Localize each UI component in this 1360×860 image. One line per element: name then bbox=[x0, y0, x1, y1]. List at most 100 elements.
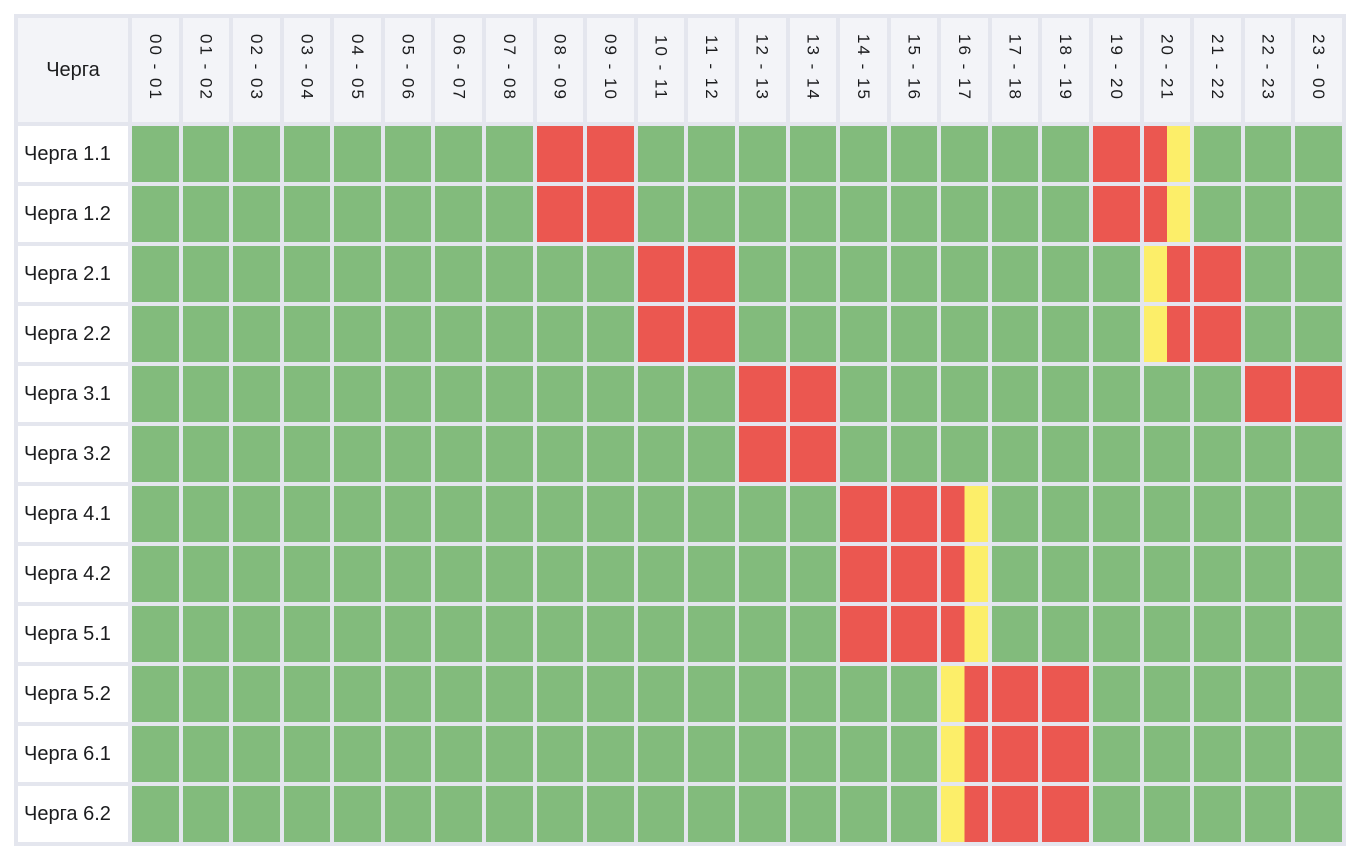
schedule-cell bbox=[1143, 726, 1191, 782]
schedule-cell bbox=[536, 246, 584, 302]
schedule-cell bbox=[789, 726, 837, 782]
schedule-cell bbox=[486, 546, 533, 602]
schedule-cell bbox=[890, 666, 938, 722]
time-slot-header: 20 - 21 bbox=[1143, 18, 1191, 122]
schedule-cell bbox=[182, 126, 230, 182]
time-slot-label: 10 - 11 bbox=[651, 34, 671, 101]
schedule-cell bbox=[1194, 186, 1241, 242]
time-slot-label: 05 - 06 bbox=[398, 34, 418, 101]
schedule-cell bbox=[738, 546, 786, 602]
schedule-cell bbox=[637, 426, 685, 482]
schedule-cell bbox=[384, 186, 432, 242]
time-slot-label: 14 - 15 bbox=[853, 34, 873, 101]
table-row: Черга 2.1 bbox=[18, 246, 1342, 302]
schedule-cell bbox=[941, 606, 988, 662]
schedule-cell bbox=[233, 426, 280, 482]
time-slot-header: 02 - 03 bbox=[233, 18, 280, 122]
time-slot-label: 20 - 21 bbox=[1157, 34, 1177, 101]
time-slot-header: 21 - 22 bbox=[1194, 18, 1241, 122]
schedule-cell bbox=[233, 186, 280, 242]
schedule-cell bbox=[587, 186, 634, 242]
schedule-cell bbox=[1194, 546, 1241, 602]
schedule-cell bbox=[1143, 426, 1191, 482]
schedule-cell bbox=[132, 666, 179, 722]
time-slot-label: 08 - 09 bbox=[550, 34, 570, 101]
schedule-cell bbox=[182, 606, 230, 662]
schedule-cell bbox=[182, 666, 230, 722]
schedule-cell bbox=[384, 786, 432, 842]
queue-row-label: Черга 4.1 bbox=[18, 486, 128, 542]
schedule-cell bbox=[1244, 726, 1292, 782]
schedule-cell bbox=[1194, 306, 1241, 362]
schedule-cell bbox=[1143, 486, 1191, 542]
schedule-cell bbox=[486, 246, 533, 302]
time-slot-label: 16 - 17 bbox=[955, 34, 975, 101]
schedule-cell bbox=[941, 786, 988, 842]
schedule-cell bbox=[1194, 246, 1241, 302]
schedule-cell bbox=[384, 546, 432, 602]
schedule-cell bbox=[283, 366, 331, 422]
schedule-cell bbox=[991, 306, 1039, 362]
schedule-cell bbox=[637, 126, 685, 182]
schedule-cell bbox=[890, 606, 938, 662]
schedule-cell bbox=[1042, 246, 1089, 302]
schedule-cell bbox=[233, 306, 280, 362]
schedule-cell bbox=[789, 246, 837, 302]
schedule-cell bbox=[840, 366, 887, 422]
schedule-cell bbox=[991, 126, 1039, 182]
time-slot-header: 17 - 18 bbox=[991, 18, 1039, 122]
time-slot-header: 00 - 01 bbox=[132, 18, 179, 122]
schedule-cell bbox=[283, 606, 331, 662]
time-slot-header: 08 - 09 bbox=[536, 18, 584, 122]
schedule-cell bbox=[1295, 606, 1342, 662]
time-slot-header: 01 - 02 bbox=[182, 18, 230, 122]
schedule-cell bbox=[941, 366, 988, 422]
schedule-cell bbox=[1295, 246, 1342, 302]
queue-row-label: Черга 6.2 bbox=[18, 786, 128, 842]
schedule-cell bbox=[1194, 606, 1241, 662]
schedule-cell bbox=[1143, 186, 1191, 242]
schedule-cell bbox=[991, 486, 1039, 542]
schedule-cell bbox=[1295, 306, 1342, 362]
schedule-cell bbox=[132, 186, 179, 242]
schedule-cell bbox=[1042, 666, 1089, 722]
schedule-cell bbox=[941, 546, 988, 602]
schedule-cell bbox=[1244, 306, 1292, 362]
schedule-cell bbox=[486, 306, 533, 362]
schedule-cell bbox=[587, 786, 634, 842]
table-row: Черга 6.1 bbox=[18, 726, 1342, 782]
schedule-cell bbox=[1092, 546, 1140, 602]
schedule-cell bbox=[1194, 786, 1241, 842]
schedule-cell bbox=[890, 546, 938, 602]
schedule-cell bbox=[941, 306, 988, 362]
time-slot-label: 03 - 04 bbox=[297, 34, 317, 101]
schedule-cell bbox=[132, 126, 179, 182]
schedule-cell bbox=[738, 246, 786, 302]
schedule-cell bbox=[587, 486, 634, 542]
schedule-cell bbox=[789, 666, 837, 722]
schedule-cell bbox=[1244, 786, 1292, 842]
queue-row-label: Черга 3.2 bbox=[18, 426, 128, 482]
schedule-cell bbox=[789, 366, 837, 422]
schedule-cell bbox=[536, 186, 584, 242]
schedule-cell bbox=[132, 366, 179, 422]
schedule-cell bbox=[334, 246, 381, 302]
schedule-cell bbox=[1092, 126, 1140, 182]
schedule-cell bbox=[738, 186, 786, 242]
schedule-cell bbox=[1042, 426, 1089, 482]
schedule-cell bbox=[688, 546, 735, 602]
schedule-cell bbox=[182, 186, 230, 242]
schedule-cell bbox=[132, 606, 179, 662]
schedule-cell bbox=[587, 726, 634, 782]
schedule-cell bbox=[486, 366, 533, 422]
schedule-cell bbox=[233, 546, 280, 602]
schedule-cell bbox=[182, 486, 230, 542]
schedule-cell bbox=[334, 126, 381, 182]
schedule-cell bbox=[283, 306, 331, 362]
schedule-cell bbox=[334, 666, 381, 722]
schedule-cell bbox=[1244, 486, 1292, 542]
schedule-cell bbox=[233, 246, 280, 302]
schedule-cell bbox=[637, 666, 685, 722]
table-row: Черга 3.1 bbox=[18, 366, 1342, 422]
schedule-cell bbox=[738, 726, 786, 782]
